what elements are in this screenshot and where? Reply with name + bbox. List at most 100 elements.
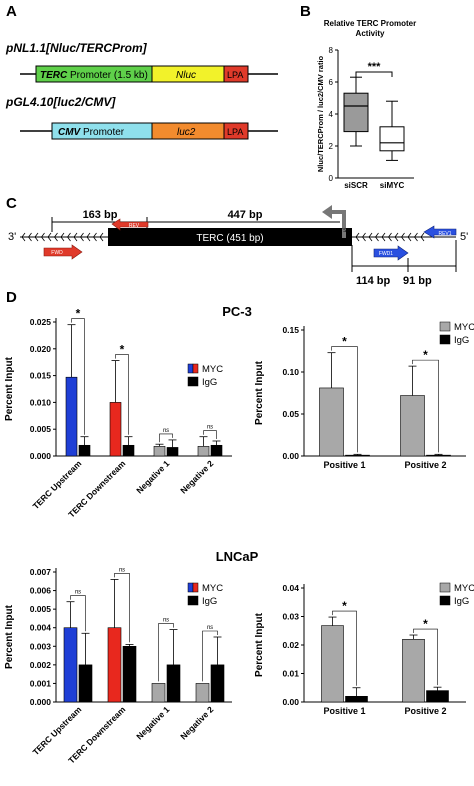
chevron — [414, 232, 418, 242]
x-tick-label: siMYC — [380, 181, 405, 190]
legend-label-igg: IgG — [454, 596, 469, 607]
x-tick-label: Negative 2 — [178, 458, 215, 495]
y-tick-label: 2 — [329, 142, 334, 151]
bar-igg — [426, 690, 449, 703]
terc-promoter-label: TERC Promoter (1.5 kb) — [40, 70, 148, 81]
x-tick-label: Positive 2 — [404, 460, 446, 470]
fwd-primer-arrow — [43, 244, 83, 260]
significance-label: ns — [163, 618, 169, 624]
bar-myc — [197, 446, 210, 457]
bar-myc — [63, 627, 78, 703]
chevron — [362, 232, 366, 242]
bar-igg — [210, 664, 225, 703]
lpa-label-1: LPA — [227, 70, 243, 80]
legend-swatch-myc-red — [192, 582, 199, 593]
legend-swatch-myc-blue — [187, 363, 194, 374]
panel-b-title: Relative TERC Promoter Activity — [324, 19, 416, 38]
y-tick-label: 0.020 — [30, 344, 52, 354]
box-siSCR — [343, 92, 369, 133]
significance-bracket — [114, 573, 130, 643]
significance-bracket — [202, 630, 218, 682]
legend-label-igg: IgG — [454, 335, 469, 346]
chevron — [73, 232, 78, 242]
fwd1-primer-label: FWD1 — [379, 251, 393, 257]
y-tick-label: 0.00 — [282, 697, 299, 707]
y-tick-label: 0.000 — [30, 697, 52, 707]
box-siMYC — [379, 126, 405, 152]
significance-label: * — [423, 348, 428, 362]
significance-bracket — [70, 595, 86, 632]
bar-myc — [319, 387, 344, 457]
dist3-label: 114 bp — [356, 275, 391, 287]
significance-bracket — [115, 354, 129, 435]
significance-bracket — [71, 318, 85, 435]
bar-chart-lncap-left: 0.000 0.001 0.002 0.003 0.004 0.005 0.006 0.007… — [4, 567, 232, 766]
y-tick-label: 0.03 — [282, 612, 299, 622]
y-axis-label: Percent Input — [254, 360, 265, 425]
y-tick-label: 0.01 — [282, 669, 299, 679]
legend-label-myc: MYC — [454, 583, 474, 594]
chevron — [54, 232, 58, 242]
y-axis-label: Percent Input — [4, 604, 15, 669]
y-tick-label: 0.00 — [282, 451, 299, 461]
significance-bracket — [203, 430, 217, 439]
chevron — [86, 232, 91, 242]
bar-myc — [153, 446, 166, 457]
bar-chart-pc3-right: 0.00 0.05 0.10 0.15 Percent Input * Positive 1… — [254, 321, 474, 470]
y-tick-label: 0.04 — [282, 583, 299, 593]
y-tick-label: 0.005 — [30, 424, 52, 434]
legend-label-igg: IgG — [202, 377, 217, 388]
lpa-box-2 — [223, 122, 249, 140]
bar-igg — [345, 454, 370, 457]
bar-igg — [210, 444, 223, 457]
chevron — [368, 232, 373, 242]
y-axis-label: Percent Input — [254, 612, 265, 677]
y-tick-label: 0.003 — [30, 641, 52, 651]
fwd1-primer-arrow — [373, 245, 409, 261]
dist4-label: 91 bp — [403, 275, 432, 287]
nluc-label: Nluc — [176, 70, 196, 81]
significance-label: ns — [207, 625, 213, 631]
tss-arrow — [330, 210, 346, 238]
significance-bracket — [159, 433, 173, 443]
chevron — [41, 232, 45, 242]
legend-swatch-myc — [439, 582, 451, 593]
x-tick-label: Negative 1 — [134, 704, 171, 741]
y-tick-label: 6 — [329, 78, 334, 87]
legend-label-myc: MYC — [454, 322, 474, 333]
bar-myc — [109, 402, 122, 457]
five-prime-label: 5' — [460, 231, 468, 243]
chevron — [28, 232, 32, 242]
bar-igg — [166, 664, 181, 703]
y-tick-label: 8 — [329, 46, 334, 55]
x-tick-label: Negative 1 — [134, 458, 171, 495]
legend-swatch-igg — [439, 334, 451, 345]
legend-label-myc: MYC — [202, 364, 223, 375]
y-tick-label: 0.05 — [282, 409, 299, 419]
construct1-name: pNL1.1[Nluc/TERCProm] — [5, 41, 148, 55]
y-tick-label: 0.015 — [30, 371, 52, 381]
bar-myc — [65, 376, 78, 457]
panel-c-letter: C — [6, 195, 17, 212]
y-axis-label: Percent Input — [4, 356, 15, 421]
x-tick-label: Positive 1 — [323, 706, 365, 716]
y-tick-label: 0.010 — [30, 397, 52, 407]
tss-arrowhead — [322, 205, 332, 219]
x-tick-label: siSCR — [344, 181, 368, 190]
chevron — [80, 232, 84, 242]
bar-myc — [400, 395, 425, 457]
rev-primer-arrow — [111, 218, 149, 231]
bar-igg — [122, 444, 135, 457]
bar-myc — [321, 625, 344, 703]
significance-label: * — [76, 307, 81, 321]
construct2-name: pGL4.10[luc2/CMV] — [5, 95, 116, 109]
bar-igg — [78, 664, 93, 703]
y-tick-label: 0.10 — [282, 367, 299, 377]
chevron — [375, 232, 379, 242]
y-tick-label: 0.025 — [30, 317, 52, 327]
lpa-label-2: LPA — [227, 127, 243, 137]
chevron — [47, 232, 52, 242]
significance-label: ns — [163, 428, 169, 434]
significance-label: ns — [119, 567, 125, 573]
strand-chevrons — [21, 232, 425, 242]
